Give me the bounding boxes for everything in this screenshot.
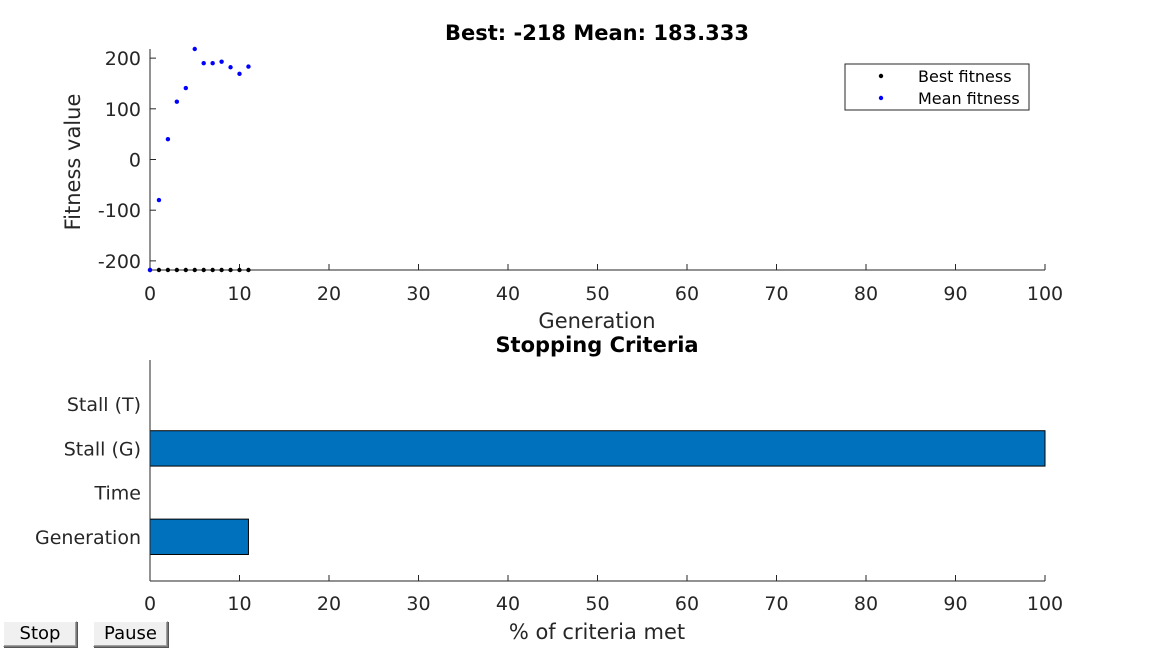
mean-fitness-point: [156, 197, 162, 203]
fitness-x-tick-label: 20: [317, 283, 341, 305]
criteria-category-label: Generation: [35, 527, 141, 549]
best-fitness-point: [201, 267, 206, 273]
best-fitness-point: [183, 267, 188, 273]
fitness-x-tick-label: 100: [1027, 283, 1063, 305]
criteria-category-label: Stall (T): [67, 394, 141, 416]
criteria-x-tick-label: 20: [317, 593, 341, 615]
mean-fitness-point: [174, 99, 180, 104]
mean-fitness-point: [201, 60, 206, 66]
fitness-x-tick-label: 80: [854, 283, 878, 305]
stop-button[interactable]: Stop: [3, 621, 77, 647]
criteria-category-label: Time: [94, 483, 142, 505]
fitness-x-tick-label: 60: [675, 283, 699, 305]
fitness-y-tick-label: 200: [105, 48, 141, 70]
stopping-criteria-title: Stopping Criteria: [495, 333, 698, 357]
fitness-y-tick-label: -200: [98, 251, 141, 273]
best-fitness-point: [165, 267, 171, 273]
criteria-axes: [149, 360, 1046, 582]
fitness-points: [147, 46, 251, 273]
mean-fitness-point: [165, 137, 171, 142]
mean-fitness-point: [210, 60, 215, 66]
legend-marker-best: [878, 73, 884, 79]
fitness-legend: Best fitness Mean fitness: [844, 63, 1030, 111]
fitness-x-tick-label: 10: [227, 283, 251, 305]
fitness-x-tick-label: 40: [496, 283, 520, 305]
criteria-x-tick-label: 10: [227, 593, 251, 615]
fitness-x-tick-label: 70: [764, 283, 788, 305]
legend-marker-mean: [878, 95, 884, 101]
best-fitness-point: [219, 267, 224, 273]
best-fitness-point: [228, 267, 233, 273]
criteria-x-axis-label: % of criteria met: [509, 620, 685, 644]
mean-fitness-point: [246, 64, 251, 69]
criteria-x-tick-label: 40: [496, 593, 520, 615]
criteria-x-tick-label: 90: [943, 593, 967, 615]
stopping-criteria-plot: Stopping Criteria Generation Time Stall (G…: [35, 333, 1063, 644]
fitness-x-tick-label: 0: [144, 283, 156, 305]
criteria-x-tick-label: 0: [144, 593, 156, 615]
criteria-category-label: Stall (G): [64, 438, 141, 460]
fitness-x-tick-label: 50: [585, 283, 609, 305]
legend-label-best: Best fitness: [918, 67, 1012, 86]
fitness-y-tick-label: 100: [105, 99, 141, 121]
criteria-bars: [149, 430, 1046, 555]
fitness-y-tick-label: 0: [129, 150, 141, 172]
legend-box: [844, 63, 1030, 111]
best-fitness-point: [246, 267, 251, 273]
best-fitness-point: [210, 267, 215, 273]
fitness-y-axis-label: Fitness value: [61, 94, 85, 231]
best-fitness-point: [192, 267, 197, 273]
mean-fitness-point: [147, 267, 153, 273]
mean-fitness-point: [228, 65, 233, 70]
fitness-tick-labels: 0 10 20 30 40 50 60 70 80 90 100 -200 -100 0 100 200: [98, 48, 1063, 305]
fitness-axes: [149, 49, 1046, 271]
criteria-x-tick-label: 100: [1027, 593, 1063, 615]
criteria-x-tick-label: 60: [675, 593, 699, 615]
fitness-x-tick-label: 30: [406, 283, 430, 305]
best-fitness-point: [174, 267, 180, 273]
legend-label-mean: Mean fitness: [918, 89, 1020, 108]
fitness-x-axis-label: Generation: [538, 309, 655, 333]
best-fitness-point: [237, 267, 242, 273]
criteria-x-tick-label: 70: [764, 593, 788, 615]
fitness-plot-title: Best: -218 Mean: 183.333: [445, 21, 749, 45]
mean-fitness-point: [183, 85, 188, 91]
mean-fitness-point: [237, 71, 242, 77]
pause-button[interactable]: Pause: [93, 621, 168, 647]
fitness-plot: Best: -218 Mean: 183.333 0 10 20 30 40 50 60 70…: [61, 21, 1063, 333]
criteria-tick-labels: Generation Time Stall (G) Stall (T) 0 10 20 30 4…: [35, 394, 1063, 615]
fitness-x-tick-label: 90: [943, 283, 967, 305]
criteria-bar: [149, 430, 1046, 467]
criteria-x-tick-label: 80: [854, 593, 878, 615]
criteria-x-tick-label: 50: [585, 593, 609, 615]
fitness-y-tick-label: -100: [98, 200, 141, 222]
criteria-x-tick-label: 30: [406, 593, 430, 615]
mean-fitness-point: [192, 46, 197, 52]
mean-fitness-point: [219, 59, 224, 64]
best-fitness-point: [156, 267, 162, 273]
criteria-bar: [149, 518, 249, 555]
